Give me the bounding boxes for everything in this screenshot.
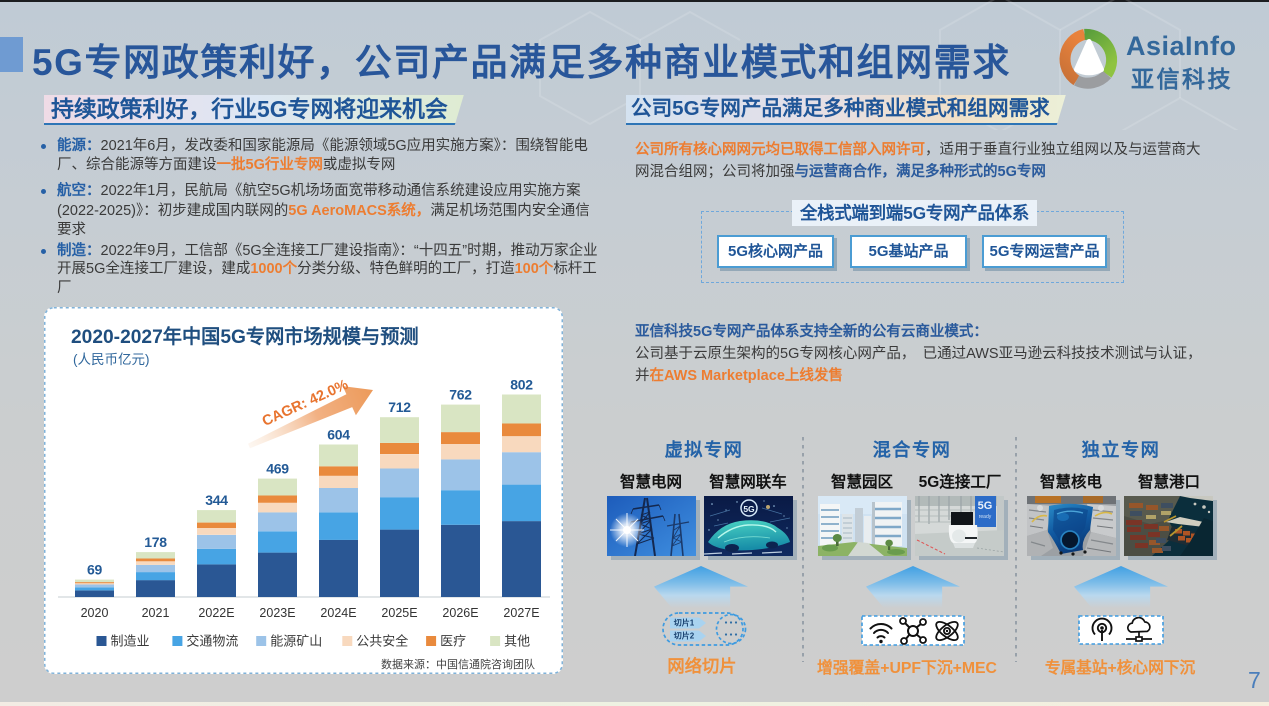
svg-text:数据来源：中国信通院咨询团队: 数据来源：中国信通院咨询团队 [381,657,535,671]
svg-text:712: 712 [388,399,411,415]
svg-text:医疗: 医疗 [440,634,466,649]
svg-text:762: 762 [449,387,472,403]
svg-text:2023E: 2023E [259,606,295,620]
svg-text:69: 69 [87,562,102,578]
svg-text:2020: 2020 [81,606,109,620]
svg-text:其他: 其他 [504,634,530,649]
svg-text:2027E: 2027E [503,606,539,620]
svg-text:2022E: 2022E [198,606,234,620]
svg-text:5G: 5G [743,504,755,514]
svg-text:604: 604 [327,427,350,443]
svg-text:344: 344 [205,492,228,508]
svg-text:802: 802 [510,377,533,393]
svg-text:2026E: 2026E [442,606,478,620]
svg-text:2024E: 2024E [320,606,356,620]
svg-text:2021: 2021 [142,606,170,620]
svg-text:交通物流: 交通物流 [186,634,238,649]
svg-text:2025E: 2025E [381,606,417,620]
svg-text:ready: ready [979,514,992,520]
svg-text:能源矿山: 能源矿山 [270,634,322,649]
svg-text:178: 178 [144,534,167,550]
svg-text:5G: 5G [978,500,993,512]
svg-text:469: 469 [266,461,289,477]
svg-text:切片1: 切片1 [674,618,695,628]
svg-text:公共安全: 公共安全 [356,634,408,649]
svg-text:制造业: 制造业 [111,634,150,649]
svg-text:切片2: 切片2 [674,631,695,641]
